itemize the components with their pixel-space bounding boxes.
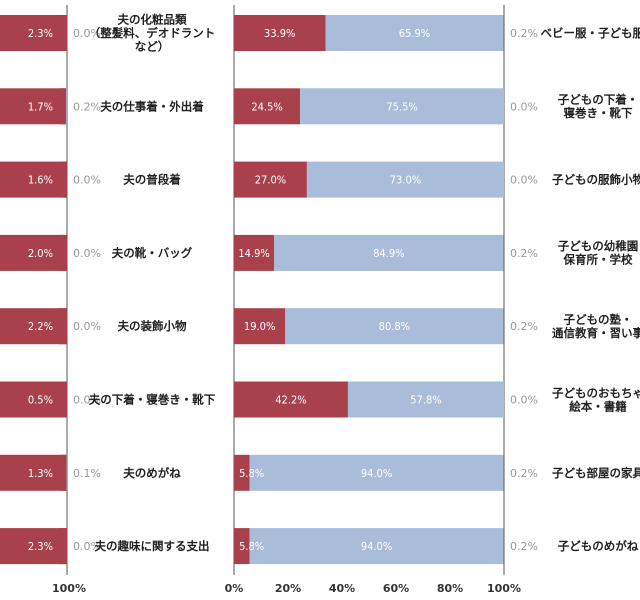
left-value-label: 2.3% xyxy=(28,540,53,553)
left-bar-main xyxy=(0,528,67,565)
left-rest-label: 0.0% xyxy=(73,174,101,187)
right-category-label: ベビー服・子ども服・ xyxy=(541,26,640,40)
right-value-red: 5.8% xyxy=(239,540,264,553)
right-bar-blue xyxy=(347,381,504,418)
right-category-label: 子どもの服飾小物 xyxy=(552,173,640,187)
left-rest-label: 0.0% xyxy=(73,247,101,260)
left-bar-rest xyxy=(66,88,67,125)
right-value-red: 19.0% xyxy=(244,320,275,333)
right-rest-label: 0.2% xyxy=(510,540,538,553)
right-tick-label: 40% xyxy=(329,582,355,595)
right-bar-red xyxy=(234,454,250,491)
right-value-red: 27.0% xyxy=(255,174,286,187)
right-rest-label: 0.0% xyxy=(510,100,538,113)
left-rest-label: 0.0% xyxy=(73,320,101,333)
child-spending-chart: 33.9%65.9%0.2%ベビー服・子ども服・24.5%75.5%0.0%子ど… xyxy=(225,5,640,595)
left-bar-segment xyxy=(59,234,67,271)
right-value-red: 33.9% xyxy=(264,27,295,40)
left-category-label: 夫の普段着 xyxy=(123,173,181,187)
right-value-blue: 73.0% xyxy=(390,174,421,187)
right-value-blue: 57.8% xyxy=(410,394,441,407)
left-bar-main xyxy=(0,308,67,345)
right-value-red: 5.8% xyxy=(239,467,264,480)
left-bar-segment xyxy=(61,454,67,491)
right-rest-label: 0.2% xyxy=(510,467,538,480)
right-bar-blue xyxy=(285,308,504,345)
left-category-label: 夫の靴・バッグ xyxy=(112,246,193,260)
right-bar-blue xyxy=(325,15,504,51)
left-bar-segment xyxy=(65,381,67,418)
right-rest-label: 0.0% xyxy=(510,174,538,187)
right-bar-red xyxy=(234,528,250,565)
right-bar-red xyxy=(234,15,326,51)
left-rest-label: 0.0% xyxy=(73,27,101,40)
left-value-label: 1.3% xyxy=(28,467,53,480)
right-bar-red xyxy=(234,161,307,198)
left-bar-main xyxy=(0,88,67,125)
left-rest-label: 0.0% xyxy=(73,540,101,553)
right-value-blue: 94.0% xyxy=(361,467,392,480)
right-rest-label: 0.2% xyxy=(510,27,538,40)
right-value-blue: 65.9% xyxy=(399,27,430,40)
right-value-red: 14.9% xyxy=(238,247,269,260)
left-bar-segment xyxy=(58,308,67,345)
right-category-label: 子ども部屋の家具 xyxy=(552,466,640,480)
right-value-red: 24.5% xyxy=(251,100,282,113)
left-bar-segment xyxy=(58,15,67,51)
left-category-label: 夫の下着・寝巻き・靴下 xyxy=(89,393,216,407)
left-bar-segment xyxy=(58,528,67,565)
left-category-label: 夫の化粧品類（整髪料、デオドラントなど） xyxy=(89,13,216,54)
right-tick-label: 20% xyxy=(275,582,301,595)
left-bar-main xyxy=(0,15,67,51)
right-value-blue: 94.0% xyxy=(361,540,392,553)
right-category-label: 子どもの幼稚園保育所・学校 xyxy=(558,239,639,267)
right-tick-label: 60% xyxy=(383,582,409,595)
left-bar-segment xyxy=(59,88,67,125)
right-bar-red xyxy=(234,381,348,418)
left-value-label: 2.3% xyxy=(28,27,53,40)
left-rest-label: 0.0% xyxy=(73,394,101,407)
right-bar-blue xyxy=(274,234,504,271)
right-bar-blue xyxy=(249,528,504,565)
right-tick-label: 80% xyxy=(437,582,463,595)
left-bar-main xyxy=(0,381,67,418)
left-rest-label: 0.2% xyxy=(73,100,101,113)
left-value-label: 2.2% xyxy=(28,320,53,333)
left-tick-label: 100% xyxy=(52,582,86,595)
left-bar-segment xyxy=(60,161,67,198)
right-value-red: 42.2% xyxy=(275,394,306,407)
right-category-label: 子どものおもちゃ絵本・書籍 xyxy=(552,386,640,414)
right-value-blue: 84.9% xyxy=(373,247,404,260)
left-category-label: 夫のめがね xyxy=(123,466,181,480)
left-value-label: 0.5% xyxy=(28,394,53,407)
right-bar-red xyxy=(234,88,301,125)
right-category-label: 子どもの下着・寝巻き・靴下 xyxy=(558,93,639,121)
right-value-blue: 80.8% xyxy=(379,320,410,333)
left-category-label: 夫の仕事着・外出着 xyxy=(100,99,204,113)
right-bar-red xyxy=(234,308,286,345)
right-category-label: 子どもの塾・通信教育・習い事 xyxy=(552,312,640,340)
husband-spending-chart: 2.3% 0.0%夫の化粧品類（整髪料、デオドラントなど）1.7% 0.2% 夫の仕事… xyxy=(0,5,216,595)
right-rest-label: 0.0% xyxy=(510,394,538,407)
left-bar-main xyxy=(0,234,67,271)
right-bar-blue xyxy=(249,454,504,491)
right-bar-blue xyxy=(306,161,504,198)
right-tick-label: 0% xyxy=(225,582,244,595)
right-value-blue: 75.5% xyxy=(386,100,417,113)
right-bar-blue xyxy=(300,88,504,125)
right-rest-label: 0.2% xyxy=(510,247,538,260)
left-bar-main xyxy=(0,454,67,491)
right-category-label: 子どものめがね xyxy=(558,539,639,553)
left-category-label: 夫の装飾小物 xyxy=(118,319,187,333)
left-value-label: 2.0% xyxy=(28,247,53,260)
left-rest-label: 0.1% xyxy=(73,467,101,480)
right-bar-red xyxy=(234,234,275,271)
left-value-label: 1.7% xyxy=(28,100,53,113)
left-value-label: 1.6% xyxy=(28,174,53,187)
right-rest-label: 0.2% xyxy=(510,320,538,333)
left-category-label: 夫の趣味に関する支出 xyxy=(95,539,210,553)
right-tick-label: 100% xyxy=(487,582,521,595)
left-bar-main xyxy=(0,161,67,198)
